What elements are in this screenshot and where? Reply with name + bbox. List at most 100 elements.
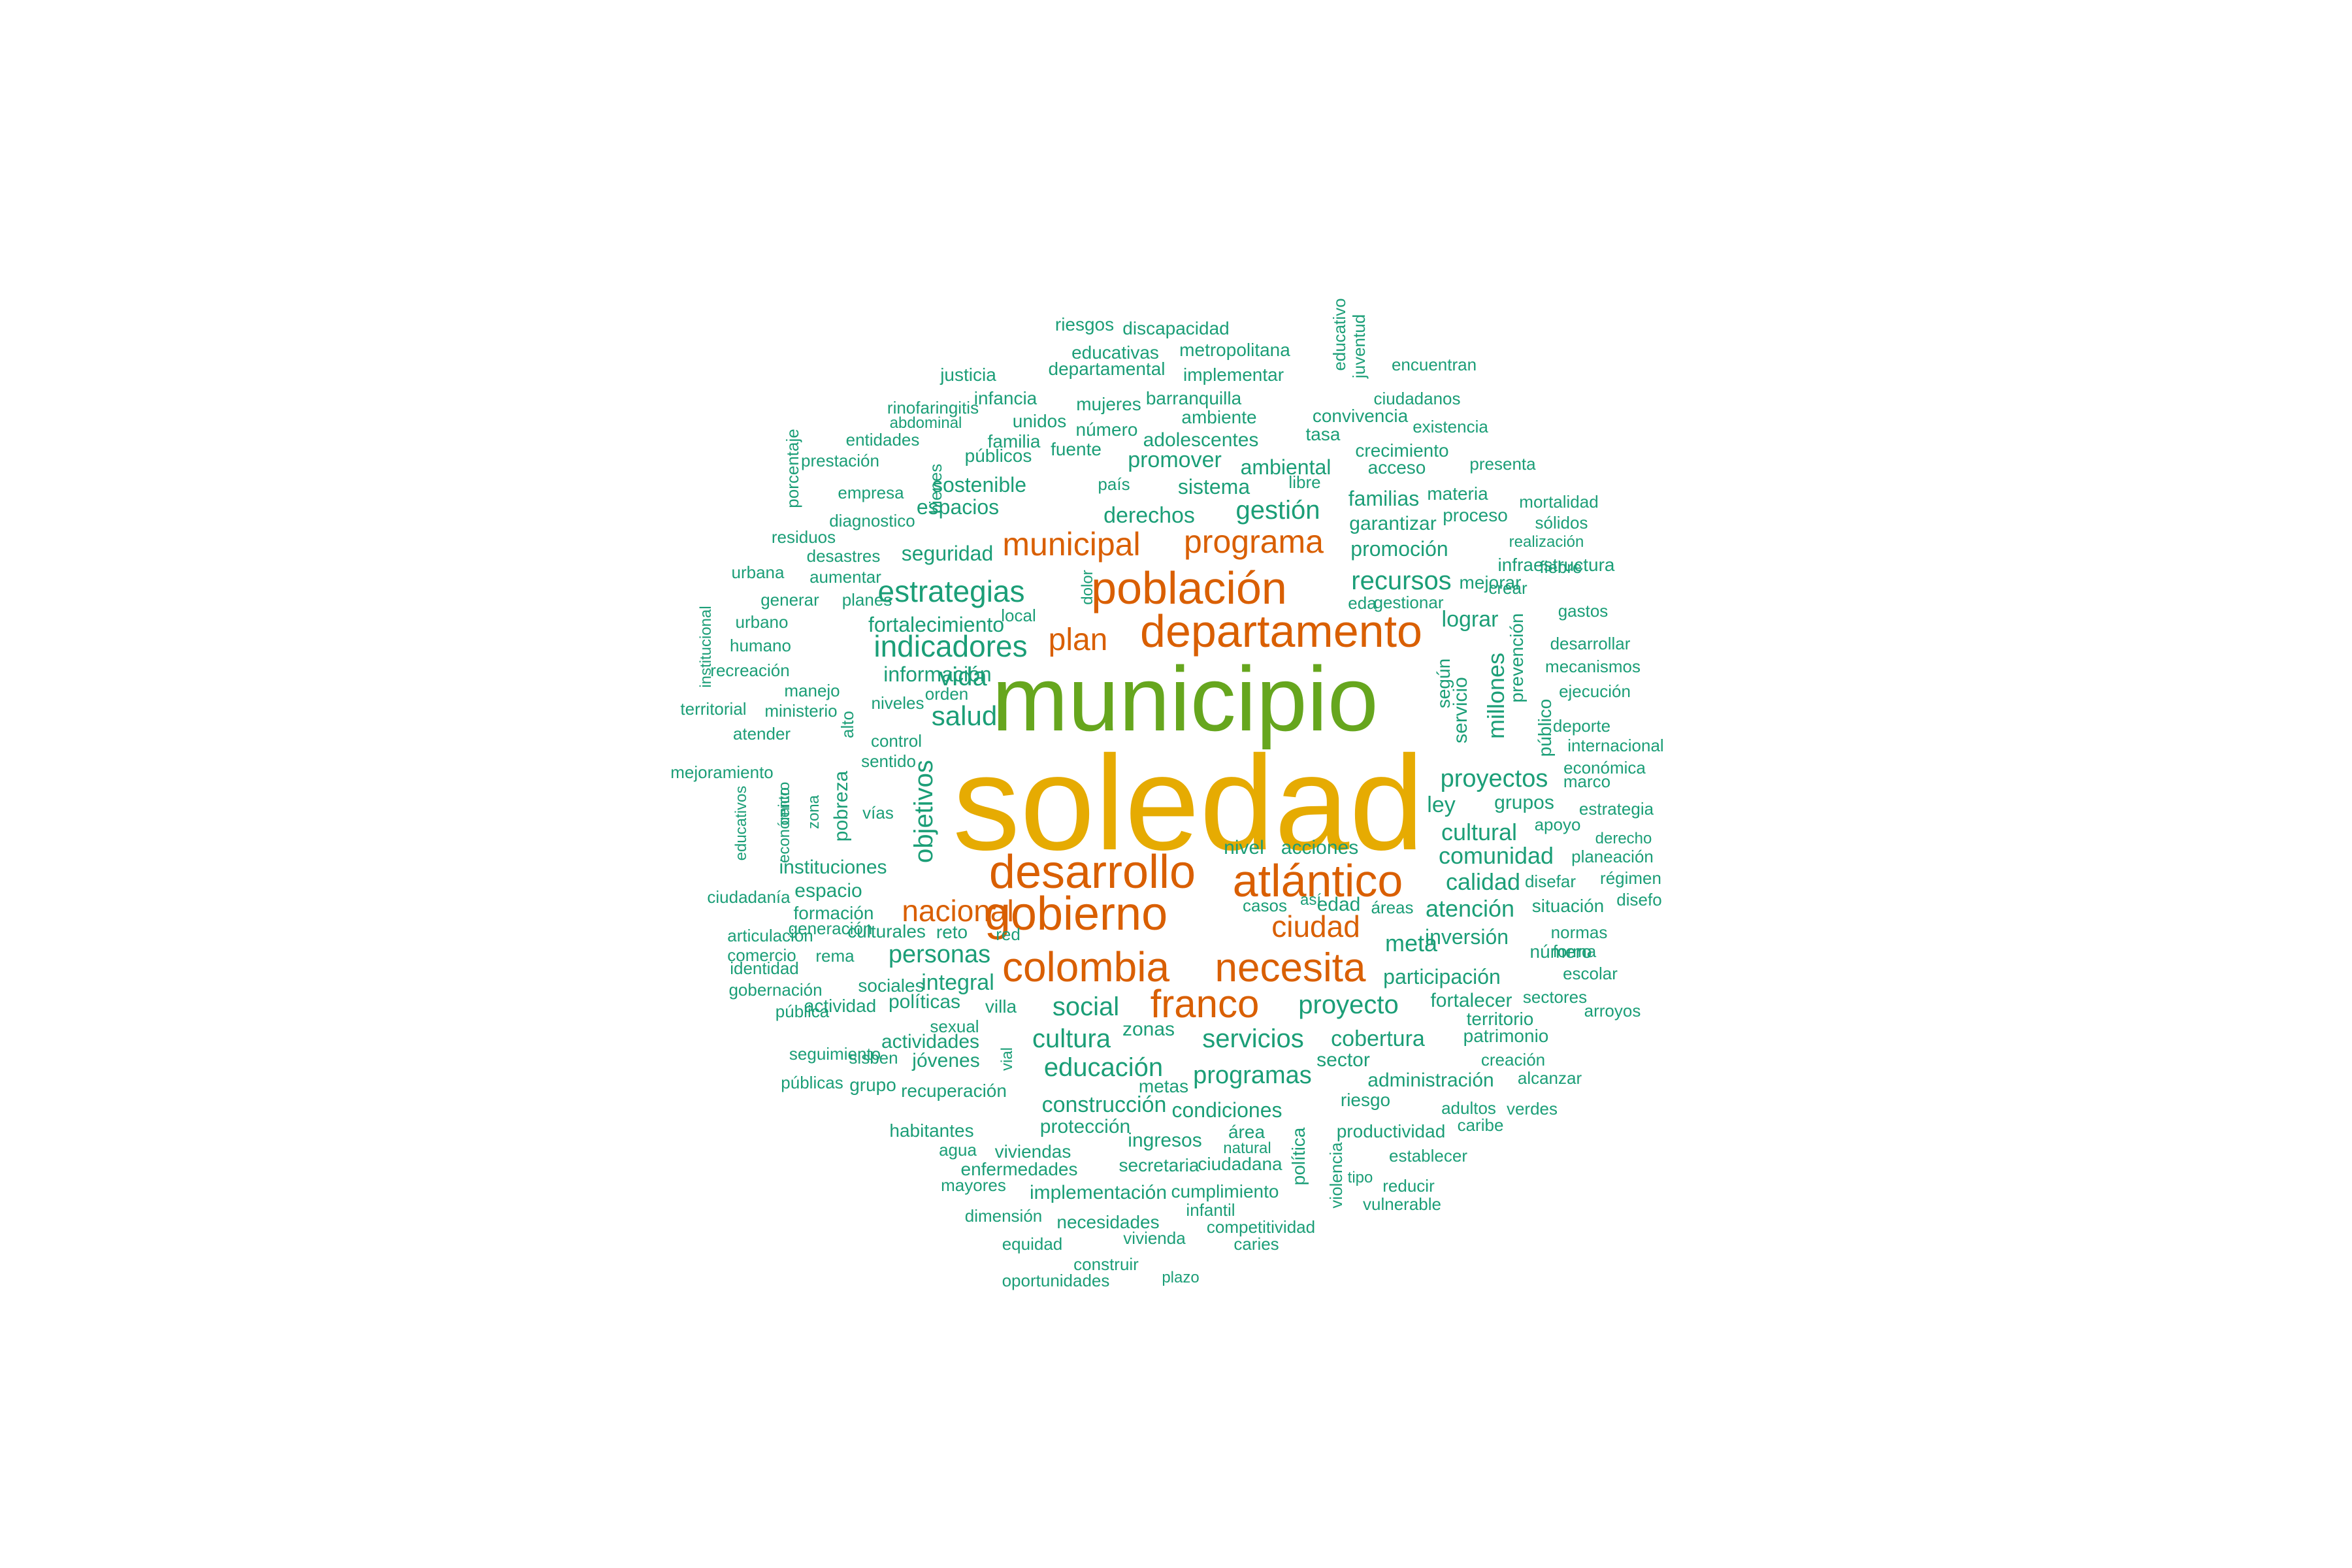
word-206: mejoramiento xyxy=(670,762,774,782)
word-15: estrategias xyxy=(877,574,1025,608)
word-37: integral xyxy=(921,970,994,995)
word-196: educativos xyxy=(732,785,750,861)
word-156: política xyxy=(1288,1127,1309,1186)
word-229: país xyxy=(1098,474,1130,494)
word-41: sistema xyxy=(1177,475,1250,498)
word-48: participación xyxy=(1383,965,1501,988)
word-198: centro xyxy=(776,781,793,826)
word-62: nivel xyxy=(1224,837,1264,858)
word-66: administración xyxy=(1367,1070,1494,1091)
word-159: natural xyxy=(1223,1139,1271,1157)
word-177: vial xyxy=(998,1047,1016,1071)
word-131: internacional xyxy=(1567,736,1664,755)
word-71: cumplimiento xyxy=(1171,1181,1279,1201)
word-40: sostenible xyxy=(932,473,1027,497)
word-64: fortalecer xyxy=(1430,990,1512,1011)
word-169: dimensión xyxy=(964,1206,1043,1226)
word-128: mecanismos xyxy=(1545,657,1641,676)
word-207: atender xyxy=(732,724,791,743)
word-134: estrategia xyxy=(1578,799,1654,819)
word-97: tasa xyxy=(1305,424,1341,444)
word-36: millones xyxy=(1482,652,1509,740)
word-199: zona xyxy=(805,794,823,830)
word-171: enfermedades xyxy=(960,1159,1078,1179)
word-201: sentido xyxy=(861,751,916,771)
word-182: públicas xyxy=(781,1073,843,1092)
word-222: empresa xyxy=(838,483,904,502)
word-26: atención xyxy=(1425,895,1515,922)
word-132: económica xyxy=(1563,758,1646,777)
word-142: forma xyxy=(1552,941,1597,961)
word-23: cultural xyxy=(1441,819,1518,845)
word-103: fuente xyxy=(1051,439,1102,459)
word-78: culturales xyxy=(847,921,926,941)
word-186: identidad xyxy=(730,958,799,978)
word-114: justicia xyxy=(940,365,996,385)
word-136: planeación xyxy=(1571,847,1654,866)
word-165: equidad xyxy=(1002,1234,1063,1254)
word-93: proceso xyxy=(1443,505,1508,525)
word-119: existencia xyxy=(1413,417,1488,436)
word-224: entidades xyxy=(845,430,920,449)
word-79: formación xyxy=(793,903,874,923)
word-189: rema xyxy=(815,946,855,966)
word-96: crecimiento xyxy=(1355,440,1449,461)
word-94: materia xyxy=(1427,483,1488,504)
word-205: orden xyxy=(924,684,969,704)
word-17: salud xyxy=(931,700,998,731)
word-106: públicos xyxy=(964,446,1032,466)
word-211: recreación xyxy=(710,661,790,680)
word-34: educación xyxy=(1043,1053,1164,1082)
word-54: promoción xyxy=(1350,537,1448,561)
word-161: competitividad xyxy=(1206,1217,1316,1237)
word-192: casos xyxy=(1243,896,1287,915)
word-232: local xyxy=(1001,606,1036,625)
word-63: edad xyxy=(1316,894,1361,915)
word-28: personas xyxy=(888,941,991,968)
word-191: red xyxy=(996,924,1021,944)
word-74: actividades xyxy=(881,1031,980,1053)
word-7: colombia xyxy=(1002,943,1170,990)
word-8: necesita xyxy=(1215,945,1366,990)
word-202: control xyxy=(870,731,923,751)
word-105: familia xyxy=(987,431,1041,451)
word-47: condiciones xyxy=(1171,1098,1282,1122)
word-174: habitantes xyxy=(889,1120,974,1141)
word-29: social xyxy=(1052,992,1120,1021)
word-16: indicadores xyxy=(874,629,1028,663)
word-99: ambiente xyxy=(1181,407,1257,427)
word-153: vulnerable xyxy=(1363,1194,1441,1214)
word-113: riesgos xyxy=(1054,314,1115,335)
word-98: convivencia xyxy=(1312,406,1409,426)
word-188: articulación xyxy=(727,926,813,945)
word-210: manejo xyxy=(784,681,840,700)
word-180: grupo xyxy=(849,1075,896,1095)
word-124: fiebre xyxy=(1539,557,1582,577)
word-212: institucional xyxy=(697,606,715,688)
word-144: sectores xyxy=(1522,987,1588,1007)
word-45: información xyxy=(883,662,992,686)
word-209: ministerio xyxy=(764,701,838,721)
word-216: planes xyxy=(841,590,892,610)
word-75: jóvenes xyxy=(912,1050,980,1071)
word-50: ley xyxy=(1427,792,1456,817)
word-218: urbana xyxy=(731,563,785,582)
word-164: necesidades xyxy=(1056,1212,1160,1232)
word-116: juventud xyxy=(1349,314,1369,379)
word-166: construir xyxy=(1073,1254,1139,1274)
word-46: construcción xyxy=(1041,1092,1167,1117)
word-107: infancia xyxy=(973,388,1037,408)
word-60: zonas xyxy=(1122,1019,1175,1040)
word-231: dolor xyxy=(1079,570,1096,605)
word-122: sólidos xyxy=(1535,513,1588,532)
word-12: plan xyxy=(1048,623,1108,657)
word-33: cobertura xyxy=(1331,1026,1425,1051)
word-91: mejorar xyxy=(1459,572,1522,593)
word-10: programa xyxy=(1184,523,1324,560)
word-3: departamento xyxy=(1140,606,1422,657)
word-104: unidos xyxy=(1012,411,1067,431)
word-73: productividad xyxy=(1336,1121,1446,1141)
word-53: garantizar xyxy=(1349,513,1437,534)
word-203: alto xyxy=(838,711,857,738)
